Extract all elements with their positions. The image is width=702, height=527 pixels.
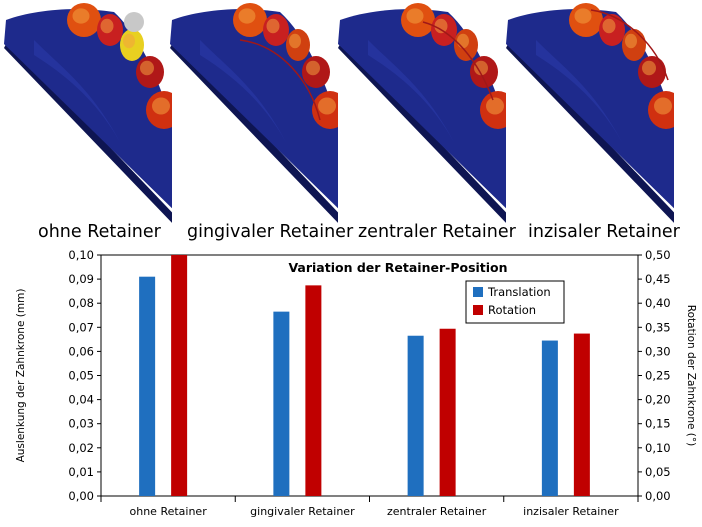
panel-zentral-retainer bbox=[338, 0, 506, 225]
y-left-tick-label: 0,09 bbox=[68, 272, 94, 286]
jaw-model-image bbox=[170, 3, 338, 223]
y-right-tick-label: 0,10 bbox=[645, 441, 671, 455]
y-left-tick-label: 0,07 bbox=[68, 320, 94, 334]
retainer-wire bbox=[590, 9, 669, 81]
y-right-tick-label: 0,15 bbox=[645, 417, 671, 431]
y-right-tick-label: 0,25 bbox=[645, 369, 671, 383]
y-right-tick-label: 0,45 bbox=[645, 272, 671, 286]
jaw-highlight bbox=[200, 40, 290, 150]
tooth-highlight bbox=[289, 33, 301, 49]
y-right-tick-label: 0,00 bbox=[645, 489, 671, 503]
bar-translation bbox=[139, 276, 156, 496]
jaw-base-side bbox=[338, 40, 506, 223]
panel-label: gingivaler Retainer bbox=[187, 222, 354, 242]
tooth-highlight bbox=[100, 18, 114, 34]
x-tick-label: gingivaler Retainer bbox=[250, 505, 355, 518]
bar-rotation bbox=[573, 333, 590, 496]
jaw-highlight bbox=[34, 40, 124, 150]
tooth-highlight bbox=[140, 60, 154, 76]
jaw-base-side bbox=[4, 40, 172, 223]
y-right-tick-label: 0,40 bbox=[645, 296, 671, 310]
tooth-highlight bbox=[574, 8, 592, 24]
y-right-tick-label: 0,50 bbox=[645, 248, 671, 262]
x-tick-label: inzisaler Retainer bbox=[523, 505, 619, 518]
jaw-highlight bbox=[536, 40, 626, 150]
legend: Translation Rotation bbox=[465, 280, 565, 324]
tooth-highlight bbox=[152, 97, 170, 115]
tooth-highlight bbox=[72, 8, 90, 24]
retainer-wire bbox=[422, 21, 494, 101]
y-left-tick-label: 0,08 bbox=[68, 296, 94, 310]
legend-label: Translation bbox=[487, 285, 551, 299]
bar-translation bbox=[541, 340, 558, 496]
bar-rotation bbox=[439, 328, 456, 496]
tooth-highlight bbox=[123, 33, 135, 49]
y-left-tick-label: 0,00 bbox=[68, 489, 94, 503]
legend-label: Rotation bbox=[488, 303, 536, 317]
jaw-model-image bbox=[338, 3, 506, 223]
y-right-tick-label: 0,35 bbox=[645, 320, 671, 334]
tooth-highlight bbox=[602, 18, 616, 34]
simulation-images-row: ohne Retainer gingivaler Retainer zentra… bbox=[0, 0, 702, 250]
y-right-axis-label: Rotation der Zahnkrone (°) bbox=[685, 305, 697, 446]
tooth-highlight bbox=[318, 97, 336, 115]
y-left-tick-label: 0,04 bbox=[68, 393, 94, 407]
tooth-highlight bbox=[642, 60, 656, 76]
panel-label: inzisaler Retainer bbox=[528, 222, 680, 242]
y-left-tick-label: 0,05 bbox=[68, 369, 94, 383]
jaw-base-side bbox=[170, 40, 338, 223]
legend-swatch bbox=[473, 287, 483, 297]
tooth-grey bbox=[124, 12, 144, 32]
bar-translation bbox=[273, 311, 290, 496]
y-left-tick-label: 0,01 bbox=[68, 465, 94, 479]
tooth-highlight bbox=[654, 97, 672, 115]
x-tick-label: zentraler Retainer bbox=[387, 505, 487, 518]
x-tick-label: ohne Retainer bbox=[130, 505, 208, 518]
legend-swatch bbox=[473, 305, 483, 315]
panel-inzisal-retainer bbox=[506, 0, 674, 225]
tooth-highlight bbox=[266, 18, 280, 34]
y-right-tick-label: 0,30 bbox=[645, 344, 671, 358]
bar-rotation bbox=[171, 255, 188, 496]
tooth-highlight bbox=[306, 60, 320, 76]
retainer-wire bbox=[239, 39, 321, 121]
panel-gingival-retainer bbox=[170, 0, 338, 225]
jaw-model-image bbox=[506, 3, 674, 223]
tooth-highlight bbox=[434, 18, 448, 34]
tooth-highlight bbox=[486, 97, 504, 115]
bar-translation bbox=[407, 335, 424, 496]
y-left-tick-label: 0,03 bbox=[68, 417, 94, 431]
bar-rotation bbox=[305, 285, 322, 496]
tooth-highlight bbox=[457, 33, 469, 49]
chart-title: Variation der Retainer-Position bbox=[288, 260, 507, 275]
y-left-tick-label: 0,06 bbox=[68, 344, 94, 358]
tooth-highlight bbox=[238, 8, 256, 24]
y-left-axis-label: Auslenkung der Zahnkrone (mm) bbox=[15, 289, 27, 463]
panel-label: zentraler Retainer bbox=[358, 222, 516, 242]
tooth-highlight bbox=[406, 8, 424, 24]
tooth-highlight bbox=[625, 33, 637, 49]
tooth-highlight bbox=[474, 60, 488, 76]
jaw-highlight bbox=[368, 40, 458, 150]
y-right-tick-label: 0,05 bbox=[645, 465, 671, 479]
y-left-tick-label: 0,02 bbox=[68, 441, 94, 455]
jaw-model-image bbox=[4, 3, 172, 223]
y-left-tick-label: 0,10 bbox=[68, 248, 94, 262]
y-right-tick-label: 0,20 bbox=[645, 393, 671, 407]
panel-ohne-retainer bbox=[4, 0, 172, 225]
jaw-base-side bbox=[506, 40, 674, 223]
bar-chart: 0,00 0,01 0,02 0,03 0,04 0,05 0,06 0,07 0,08 0,09… bbox=[15, 248, 697, 518]
panel-label: ohne Retainer bbox=[38, 222, 161, 242]
